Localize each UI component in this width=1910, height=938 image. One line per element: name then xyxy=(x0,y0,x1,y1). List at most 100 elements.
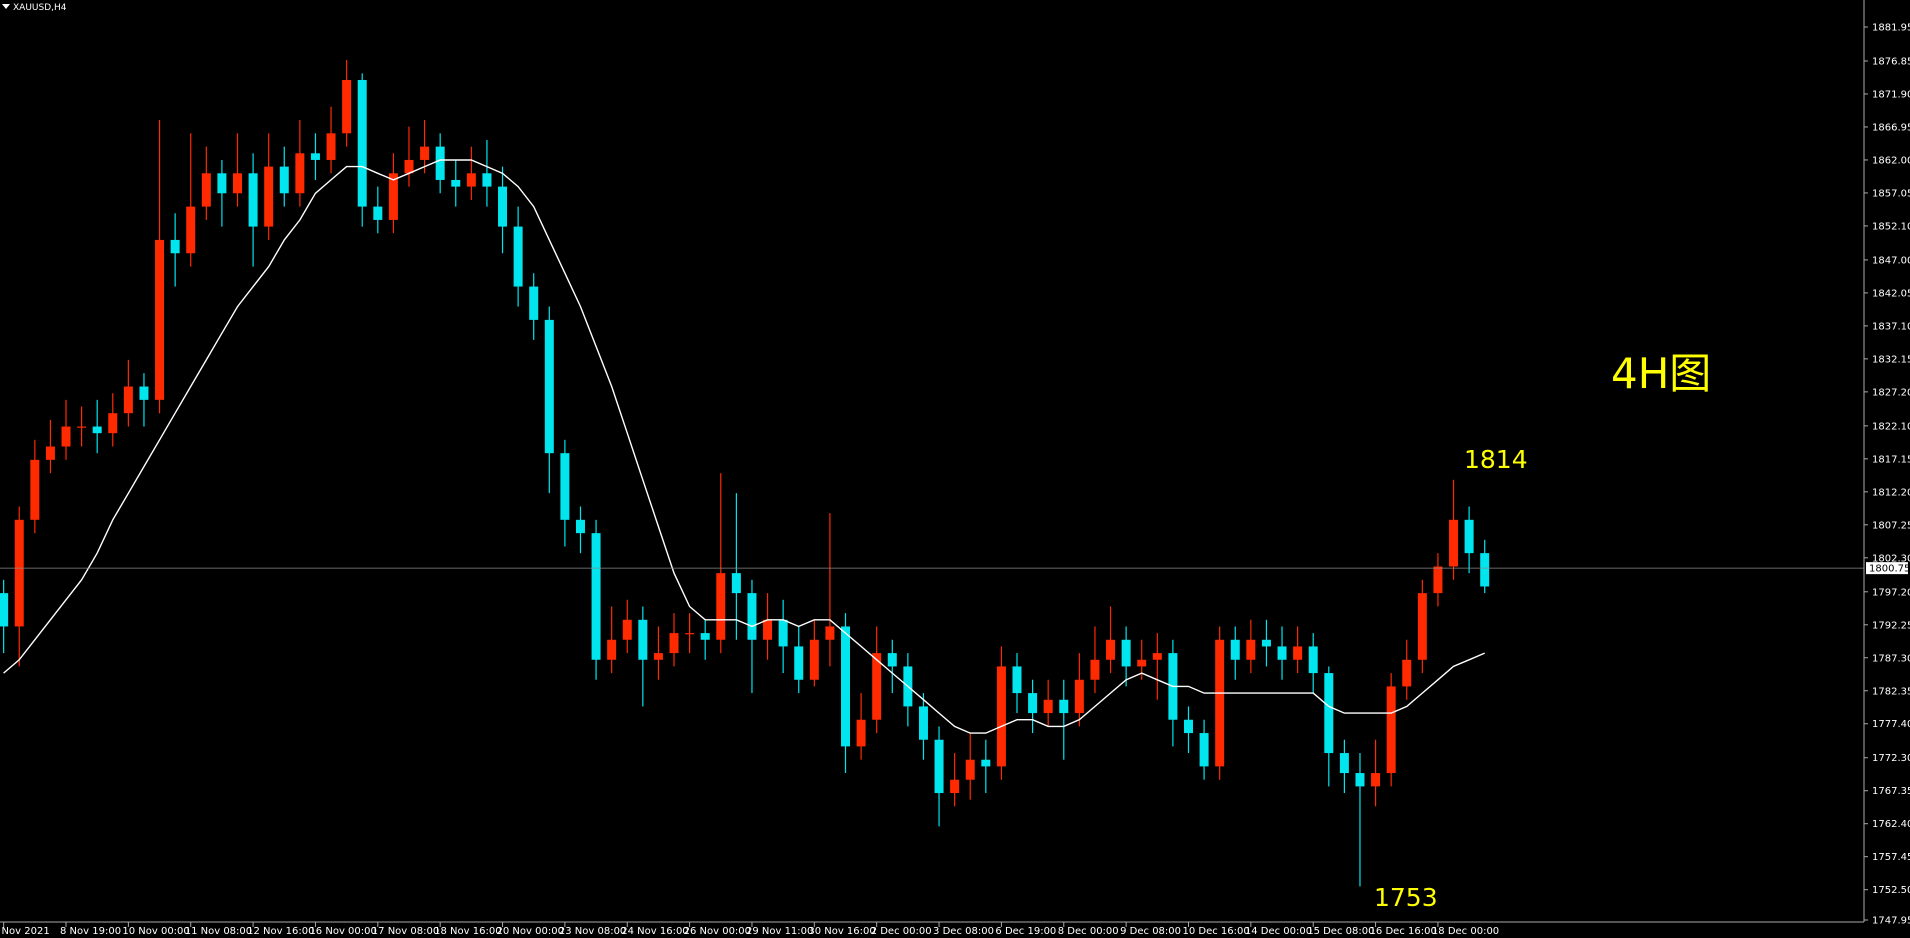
candle-body xyxy=(1199,733,1209,767)
candle-body xyxy=(404,159,414,174)
candle-body xyxy=(295,153,305,194)
x-tick-label: 14 Dec 00:00 xyxy=(1245,926,1312,937)
candle-body xyxy=(45,446,55,460)
candle-body xyxy=(466,173,476,187)
y-tick-label: 1837.10 xyxy=(1872,321,1910,332)
candle-body xyxy=(1121,639,1131,667)
candle-body xyxy=(61,426,71,447)
x-tick-label: 10 Nov 00:00 xyxy=(122,926,189,937)
candle-body xyxy=(653,653,663,660)
candle-body xyxy=(217,173,227,194)
y-tick-label: 1802.30 xyxy=(1872,553,1910,564)
annotation: 1814 xyxy=(1464,445,1528,474)
candle-body xyxy=(1339,753,1349,774)
candle-body xyxy=(0,593,9,627)
candle-body xyxy=(841,626,851,747)
candle-body xyxy=(170,239,180,254)
candle-body xyxy=(1402,659,1412,687)
annotation: 1753 xyxy=(1374,883,1438,912)
candle-body xyxy=(310,153,320,160)
candle-body xyxy=(981,759,991,767)
candle-body xyxy=(669,633,679,654)
y-tick-label: 1876.85 xyxy=(1872,56,1910,67)
candle-body xyxy=(560,453,570,520)
candle-body xyxy=(950,779,960,794)
x-tick-label: 15 Dec 08:00 xyxy=(1307,926,1374,937)
candle-body xyxy=(373,206,383,220)
x-tick-label: 18 Nov 16:00 xyxy=(434,926,501,937)
candle-body xyxy=(14,519,24,627)
candle-body xyxy=(1012,666,1022,694)
x-tick-label: 16 Nov 00:00 xyxy=(309,926,376,937)
y-tick-label: 1852.10 xyxy=(1872,221,1910,232)
x-tick-label: 12 Nov 16:00 xyxy=(247,926,314,937)
candle-body xyxy=(1293,646,1303,660)
x-tick-label: 8 Nov 19:00 xyxy=(60,926,121,937)
candle-body xyxy=(326,133,336,160)
candle-body xyxy=(1433,566,1443,594)
candle-body xyxy=(747,593,757,640)
x-tick-label: 9 Dec 08:00 xyxy=(1120,926,1181,937)
candle-body xyxy=(201,173,211,207)
candle-body xyxy=(685,633,695,635)
candle-body xyxy=(1324,673,1334,754)
candle-body xyxy=(388,173,398,220)
candle-body xyxy=(1028,693,1038,714)
x-tick-label: 30 Nov 16:00 xyxy=(808,926,875,937)
y-tick-label: 1847.00 xyxy=(1872,255,1910,266)
x-tick-label: 10 Dec 16:00 xyxy=(1182,926,1249,937)
y-tick-label: 1857.05 xyxy=(1872,188,1910,199)
y-tick-label: 1792.25 xyxy=(1872,620,1910,631)
candle-body xyxy=(825,626,835,640)
candle-body xyxy=(233,173,242,194)
candle-body xyxy=(809,639,819,680)
y-tick-label: 1752.50 xyxy=(1872,885,1910,896)
candle-body xyxy=(1464,519,1474,554)
x-tick-label: 29 Nov 11:00 xyxy=(746,926,813,937)
moving-average xyxy=(3,159,1485,734)
candle-body xyxy=(607,639,617,660)
x-tick-label: 16 Dec 16:00 xyxy=(1370,926,1437,937)
candle-body xyxy=(638,619,648,660)
candle-body xyxy=(248,173,258,227)
candle-body xyxy=(30,459,40,520)
candle-body xyxy=(700,633,710,640)
candle-body xyxy=(108,413,118,434)
candle-body xyxy=(778,619,788,647)
candle-body xyxy=(1355,773,1365,787)
candle-body xyxy=(1230,639,1240,660)
candle-body xyxy=(451,179,461,187)
y-tick-label: 1817.15 xyxy=(1872,454,1910,465)
annotation: 4H图 xyxy=(1611,349,1711,398)
candle-body xyxy=(123,386,133,414)
candle-body xyxy=(575,519,585,534)
y-tick-label: 1767.35 xyxy=(1872,786,1910,797)
y-tick-label: 1777.40 xyxy=(1872,719,1910,730)
candle-body xyxy=(731,573,741,594)
candle-body xyxy=(1106,639,1116,660)
candle-body xyxy=(591,533,601,660)
x-tick-label: 2 Dec 00:00 xyxy=(871,926,932,937)
y-tick-label: 1881.95 xyxy=(1872,23,1910,34)
price-label-box xyxy=(1866,562,1908,575)
title-marker xyxy=(2,4,10,9)
candle-body xyxy=(155,239,165,400)
candle-body xyxy=(77,426,87,428)
y-tick-label: 1807.25 xyxy=(1872,520,1910,531)
candle-body xyxy=(1277,646,1287,660)
candle-body xyxy=(1152,653,1162,660)
x-tick-label: 18 Dec 00:00 xyxy=(1432,926,1499,937)
y-tick-label: 1772.30 xyxy=(1872,753,1910,764)
y-tick-label: 1842.05 xyxy=(1872,288,1910,299)
candle-body xyxy=(856,719,866,747)
candle-body xyxy=(139,386,149,400)
x-tick-label: 24 Nov 16:00 xyxy=(621,926,688,937)
candle-body xyxy=(1371,773,1381,787)
y-tick-label: 1862.00 xyxy=(1872,155,1910,166)
y-tick-label: 1747.95 xyxy=(1872,916,1910,927)
candle-body xyxy=(498,186,508,227)
y-tick-label: 1797.20 xyxy=(1872,587,1910,598)
x-tick-label: 6 Dec 19:00 xyxy=(995,926,1056,937)
x-tick-label: 5 Nov 2021 xyxy=(0,926,50,937)
candle-body xyxy=(1059,699,1069,714)
